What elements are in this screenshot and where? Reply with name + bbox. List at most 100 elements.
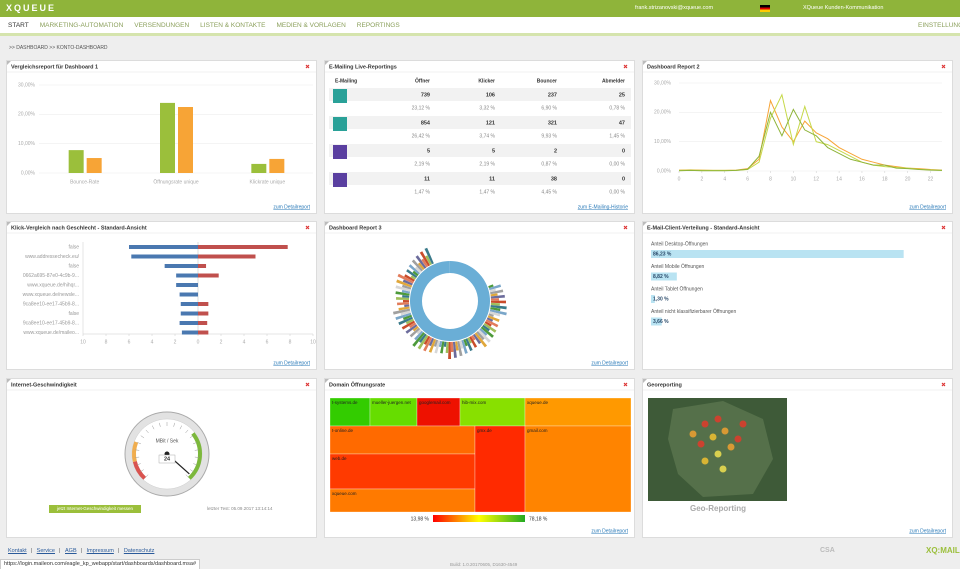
widget: E-Mailing Live-Reportings E-Mailing Öffner… [324, 60, 635, 214]
measure-button-label[interactable]: jetzt Internet-Geschwindigkeit messen [56, 506, 134, 511]
widget-title: E-Mail-Client-Verteilung - Standard-Ansi… [647, 225, 760, 231]
outer-segment [414, 266, 422, 274]
footer-link[interactable]: Kontakt [8, 548, 27, 554]
mailing-thumbnail[interactable] [333, 89, 347, 103]
mailing-thumbnail[interactable] [333, 117, 347, 131]
count-cell: 106 [486, 92, 495, 98]
breadcrumb[interactable]: >> DASHBOARD >> KONTO-DASHBOARD [9, 45, 108, 51]
outer-segment [487, 315, 500, 322]
nav-item[interactable]: MARKETING-AUTOMATION [39, 22, 124, 29]
widget-canvas: Vergleichsreport für Dashboard 1 0,00% 10,… [7, 61, 316, 210]
left-bar [176, 273, 198, 278]
footer-link[interactable]: Datenschutz [123, 548, 155, 554]
treemap-label: web.de [332, 456, 347, 461]
share-label: Anteil Desktop-Öffnungen [651, 240, 708, 247]
outer-segment [490, 289, 504, 295]
treemap-cell [474, 425, 526, 513]
outer-segment [482, 324, 490, 332]
inner-ring [410, 261, 491, 341]
widget-title: Georeporting [647, 382, 682, 388]
x-tick-label: 0 [678, 176, 681, 182]
x-tick-label: 4 [243, 339, 246, 345]
nav-item[interactable]: START [8, 22, 29, 29]
x-tick-label: 20 [905, 176, 911, 182]
nav-item[interactable]: LISTEN & KONTAKTE [200, 22, 266, 29]
treemap-label: gmail.com [527, 428, 548, 433]
outer-segment [409, 322, 417, 329]
detail-link[interactable]: zum Detailreport [591, 528, 628, 534]
user-email[interactable]: frank.strizanovski@xqueue.com [635, 5, 714, 11]
outer-segment [398, 306, 410, 311]
series-line [678, 108, 943, 172]
close-icon[interactable] [305, 225, 310, 230]
outer-segment [405, 324, 418, 334]
bar [269, 158, 285, 173]
detail-link[interactable]: zum Detailreport [273, 204, 310, 210]
detail-link[interactable]: zum Detailreport [591, 360, 628, 366]
account-name[interactable]: XQueue Kunden-Kommunikation [803, 5, 884, 11]
close-icon[interactable] [623, 64, 628, 69]
count-cell: 237 [548, 92, 557, 98]
nav-settings[interactable]: EINSTELLUNG [918, 22, 960, 29]
category-label: www.addressecheck.eu/ [25, 254, 80, 260]
close-icon[interactable] [623, 225, 628, 230]
footer-logo: CSA [820, 547, 835, 554]
gauge-tick [159, 422, 161, 427]
nav-item[interactable]: REPORTINGS [356, 22, 400, 29]
treemap-cell [459, 397, 526, 427]
outer-segment [434, 340, 441, 354]
left-bar [176, 283, 198, 287]
count-cell: 854 [421, 120, 431, 126]
outer-segment [421, 258, 429, 268]
gauge-value-box [158, 454, 176, 464]
detail-link[interactable]: zum Detailreport [273, 360, 310, 366]
detail-link[interactable]: zum E-Mailing-Historie [578, 204, 629, 210]
treemap-cell [369, 397, 418, 427]
widget-canvas: Domain Öffnungsrate t-systems.de mueller-j… [325, 379, 634, 534]
outer-segment [428, 337, 435, 347]
mailing-thumbnail[interactable] [333, 173, 347, 187]
widget-title: Domain Öffnungsrate [329, 381, 385, 388]
outer-segment [402, 279, 413, 286]
nav-item[interactable]: MEDIEN & VORLAGEN [276, 22, 346, 29]
geo-dot [739, 420, 747, 428]
row-background [329, 116, 631, 129]
count-cell: 47 [619, 120, 625, 126]
bar [68, 150, 84, 173]
geo-dot [697, 440, 705, 448]
build-info: Build: 1.0.20170605, D1630-4549 [450, 562, 518, 567]
detail-link[interactable]: zum Detailreport [909, 528, 946, 534]
outer-segment [490, 307, 501, 312]
outer-segment [412, 332, 425, 347]
x-tick-label: 6 [266, 339, 269, 345]
measure-button[interactable] [49, 505, 141, 513]
outer-segment [423, 335, 431, 345]
close-icon[interactable] [941, 64, 946, 69]
nav-item[interactable]: VERSENDUNGEN [134, 22, 190, 29]
mailing-thumbnail[interactable] [333, 145, 347, 159]
footer-link[interactable]: Impressum [86, 548, 114, 554]
gauge-value: 24 [164, 456, 171, 462]
close-icon[interactable] [305, 64, 310, 69]
outer-segment [483, 322, 497, 333]
x-tick-label: 12 [813, 176, 819, 182]
share-label: Anteil nicht klassifizierbarer Öffnungen [651, 308, 736, 315]
outer-segment [416, 329, 422, 335]
bar [251, 163, 267, 173]
rate-cell: 6,90 % [541, 105, 557, 111]
count-cell: 739 [421, 92, 430, 98]
outer-segment [479, 328, 488, 336]
footer-link[interactable]: Service [36, 548, 55, 554]
outer-segment [401, 320, 416, 330]
close-icon[interactable] [305, 382, 310, 387]
count-cell: 2 [554, 148, 557, 154]
y-tick-label: 20,00% [18, 112, 36, 118]
close-icon[interactable] [623, 382, 628, 387]
gauge-band [132, 460, 147, 480]
rate-cell: 0,00 % [609, 189, 625, 195]
footer-link[interactable]: AGB [65, 548, 77, 554]
close-icon[interactable] [941, 225, 946, 230]
widget-title: Dashboard Report 3 [329, 225, 382, 231]
detail-link[interactable]: zum Detailreport [909, 204, 946, 210]
close-icon[interactable] [941, 382, 946, 387]
